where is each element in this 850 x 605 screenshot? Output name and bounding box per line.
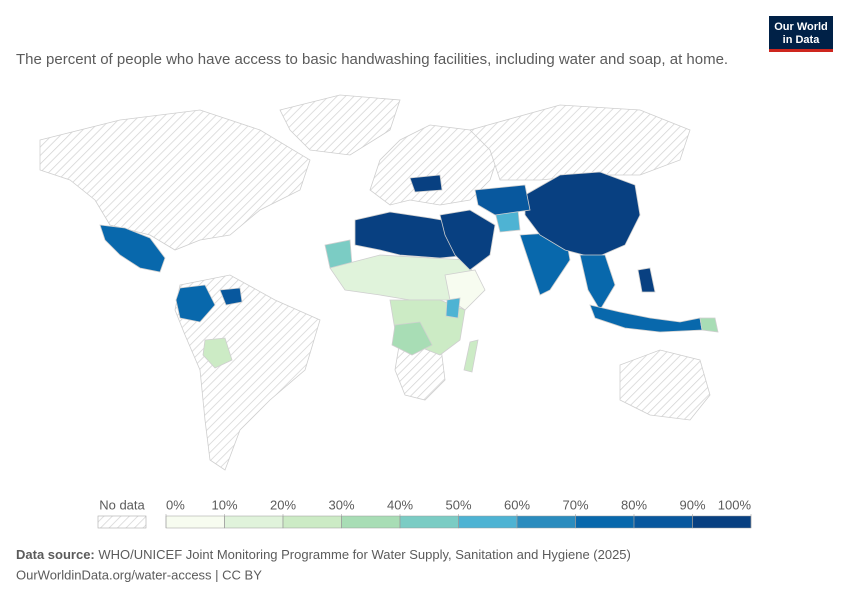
legend-tick-label: 0% — [166, 497, 185, 512]
ukraine — [409, 174, 443, 193]
legend-swatch — [224, 515, 284, 529]
map — [39, 94, 719, 471]
venezuela — [219, 287, 243, 306]
kenya — [445, 297, 461, 319]
legend-swatch — [692, 515, 752, 529]
legend-tick-label: 70% — [562, 497, 588, 512]
legend-swatch — [341, 515, 401, 529]
drc — [391, 321, 433, 356]
legend-swatch — [516, 515, 576, 529]
url: OurWorldinData.org/water-access | CC BY — [16, 567, 262, 582]
legend-tick-label: 40% — [387, 497, 413, 512]
legend-swatch — [282, 515, 342, 529]
logo: Our World in Data — [769, 16, 833, 52]
logo-text: Our World — [774, 21, 828, 33]
png — [699, 317, 719, 333]
legend-tick-label: 10% — [211, 497, 237, 512]
source-text: WHO/UNICEF Joint Monitoring Programme fo… — [98, 547, 631, 562]
legend-tick-label: 50% — [445, 497, 471, 512]
legend-swatch — [575, 515, 635, 529]
madagascar — [463, 339, 479, 373]
legend-swatch — [165, 515, 225, 529]
central-asia — [474, 184, 531, 216]
source-label: Data source: — [16, 547, 95, 562]
australia — [619, 349, 711, 421]
source: Data source: WHO/UNICEF Joint Monitoring… — [16, 547, 631, 562]
legend-no-data-swatch — [97, 515, 147, 529]
legend-tick-label: 60% — [504, 497, 530, 512]
south-america — [174, 274, 321, 471]
mexico — [99, 224, 166, 273]
legend-tick-label: 20% — [270, 497, 296, 512]
colombia — [175, 284, 216, 323]
philippines — [637, 267, 656, 293]
bolivia — [202, 337, 233, 369]
logo-text: in Data — [783, 34, 821, 46]
north-america — [39, 109, 311, 251]
middle-east — [439, 209, 496, 271]
north-africa — [354, 211, 471, 259]
legend-tick-label: 100% — [718, 497, 752, 512]
russia — [469, 104, 691, 181]
southeast-asia — [579, 254, 616, 311]
greenland — [279, 94, 401, 156]
china — [524, 171, 641, 259]
legend-no-data-label: No data — [99, 497, 145, 512]
legend-swatch — [399, 515, 459, 529]
legend-tick-label: 90% — [679, 497, 705, 512]
subtitle: The percent of people who have access to… — [16, 51, 728, 68]
legend: No data 0% 10% 20% 30% 40% 50% 60% 70% 80% 90% 100… — [97, 497, 752, 529]
legend-swatch — [458, 515, 518, 529]
logo-bar — [769, 49, 833, 52]
legend-tick-label: 80% — [621, 497, 647, 512]
logo-box — [769, 16, 833, 50]
legend-tick-label: 30% — [328, 497, 354, 512]
legend-swatch — [633, 515, 693, 529]
